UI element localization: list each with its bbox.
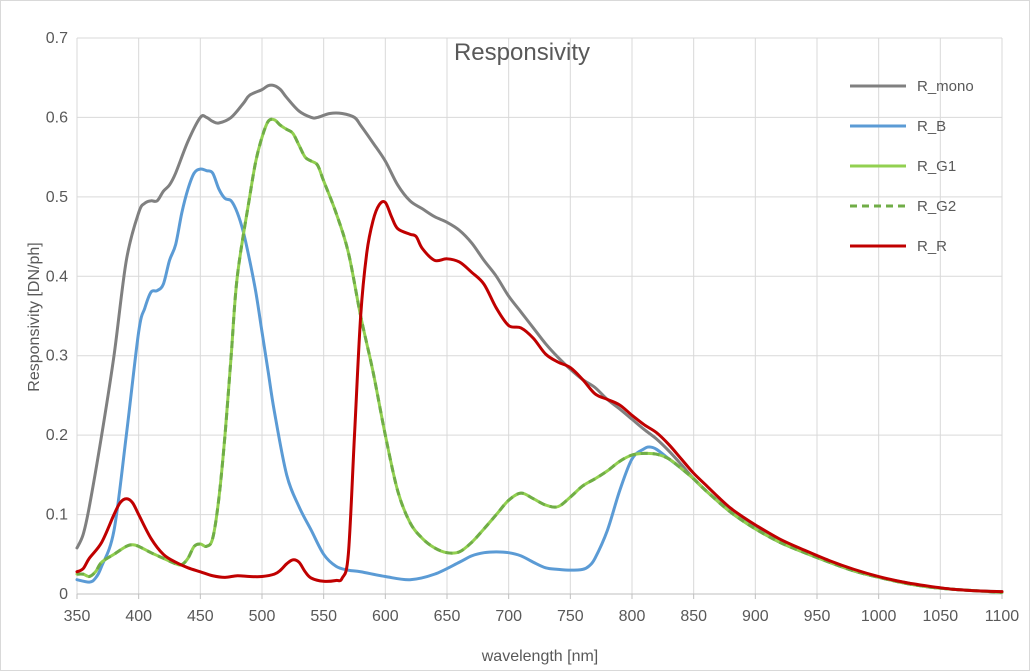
x-tick-label: 450 [187, 608, 214, 625]
y-tick-label: 0 [59, 586, 68, 603]
x-tick-label: 1000 [861, 608, 897, 625]
series-lines [75, 83, 1004, 594]
y-tick-label: 0.6 [46, 109, 68, 126]
legend-label: R_B [917, 118, 946, 135]
legend: R_mono R_B R_G1 R_G2 R_R [850, 78, 974, 255]
series-line-r-g2 [76, 117, 1003, 594]
x-tick-label: 1050 [923, 608, 959, 625]
y-tick-label: 0.2 [46, 427, 68, 444]
x-tick-label: 400 [125, 608, 152, 625]
x-tick-label: 500 [249, 608, 276, 625]
series-line-r-r [75, 199, 1004, 594]
y-axis-ticks: 0 0.1 0.2 0.3 0.4 0.5 0.6 0.7 [46, 30, 68, 603]
y-tick-label: 0.3 [46, 348, 68, 365]
legend-label: R_mono [917, 78, 974, 95]
x-tick-label: 800 [619, 608, 646, 625]
y-axis-title: Responsivity [DN/ph] [26, 242, 43, 391]
y-tick-label: 0.4 [46, 268, 68, 285]
x-tick-label: 550 [310, 608, 337, 625]
x-tick-label: 350 [64, 608, 91, 625]
y-tick-label: 0.7 [46, 30, 68, 47]
x-tick-label: 600 [372, 608, 399, 625]
legend-label: R_G1 [917, 158, 956, 175]
chart-title: Responsivity [454, 39, 590, 66]
legend-label: R_R [917, 238, 947, 255]
x-tick-label: 850 [680, 608, 707, 625]
x-axis-title: wavelength [nm] [481, 648, 599, 665]
x-tick-label: 900 [742, 608, 769, 625]
x-tick-label: 700 [495, 608, 522, 625]
y-tick-label: 0.5 [46, 189, 68, 206]
x-tick-label: 950 [804, 608, 831, 625]
x-tick-label: 1100 [985, 608, 1020, 625]
legend-label: R_G2 [917, 198, 956, 215]
x-axis-ticks: 350 400 450 500 550 600 650 700 750 800 850 900 950 1… [64, 594, 1020, 625]
x-tick-label: 650 [434, 608, 461, 625]
x-tick-label: 750 [557, 608, 584, 625]
y-tick-label: 0.1 [46, 507, 68, 524]
